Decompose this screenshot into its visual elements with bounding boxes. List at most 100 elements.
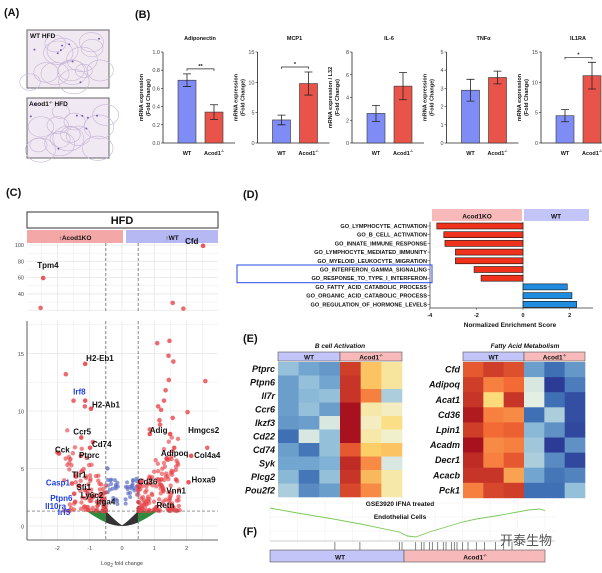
heatmap-cell	[340, 443, 361, 457]
heatmap-cell	[544, 437, 565, 453]
x-tick-label-wt: WT	[372, 151, 381, 157]
y-tick-label: 0	[440, 141, 443, 147]
nes-bar	[522, 283, 568, 291]
y-tick-label: 10	[18, 410, 24, 416]
heatmap-cell	[319, 443, 341, 457]
upper-plot-area	[27, 243, 218, 311]
rank-label-ko: Acod1-/-	[463, 553, 487, 562]
data-point-significant	[163, 388, 168, 393]
plot-title-line2: Endothelial Cells	[374, 514, 427, 521]
heatmap-cell	[278, 443, 299, 457]
data-point-significant	[161, 398, 167, 403]
header-label-wt: WT	[551, 214, 561, 221]
data-point-significant	[89, 498, 94, 504]
data-point-vnn1	[161, 488, 166, 493]
x-tick-label: -2	[474, 313, 479, 319]
y-tick-label: 2	[346, 118, 349, 124]
data-point-ptpn6	[71, 491, 77, 497]
term-label: GO_LYMPHOCYTE_ACTIVATION	[340, 224, 427, 230]
row-label-cd22: Cd22	[253, 431, 275, 441]
gene-label-tpm4: Tpm4	[37, 261, 59, 270]
data-point-p-only	[123, 497, 128, 502]
y-tick-label: 0	[346, 141, 349, 147]
heatmap-cell	[278, 456, 299, 471]
heatmap-cell	[524, 407, 545, 423]
term-label: GO_B_CELL_ACTIVATION	[357, 233, 427, 239]
gene-label-sfi1: Sfi1	[76, 483, 91, 492]
term-label: GO_RESPONSE_TO_TYPE_I_INTERFERON	[311, 276, 427, 282]
nes-bar	[455, 248, 524, 256]
label-sup: -/-	[563, 353, 567, 358]
data-point-hmgcs2	[167, 431, 173, 437]
gene-label-cck: Cck	[55, 446, 70, 455]
data-point-p-only	[115, 498, 120, 503]
error-bar	[277, 114, 286, 126]
data-point-significant	[80, 495, 85, 500]
x-axis-label: Log2 fold change	[101, 561, 143, 569]
data-point-significant	[162, 477, 167, 483]
heatmap-cell	[360, 429, 382, 444]
y-tick-label: 5	[440, 50, 443, 56]
heatmap-cell	[544, 362, 565, 378]
gene-label-vnn1: Vnn1	[166, 486, 186, 495]
heatmap-cell	[544, 482, 565, 499]
data-point-col4a4	[188, 453, 194, 459]
data-point-significant	[78, 478, 83, 484]
nucleus	[29, 115, 32, 118]
data-point-significant	[94, 507, 100, 513]
term-label: GO_FATTY_ACID_CATABOLIC_PROCESS	[315, 285, 427, 291]
term-label: GO_INNATE_IMMUNE_RESPONSE	[335, 241, 427, 247]
heatmap-cell	[381, 470, 403, 484]
heatmap-cell	[278, 429, 299, 444]
data-point-adipoq	[164, 455, 170, 461]
gene-label-h2-eb1: H2-Eb1	[86, 354, 114, 363]
error-bar	[210, 104, 218, 120]
data-point-significant	[144, 484, 149, 489]
nes-bar	[436, 222, 524, 230]
nes-bar	[480, 274, 524, 282]
watermark: 开泰生物	[500, 533, 552, 548]
heatmap-cell	[340, 470, 361, 484]
row-label-lpin1: Lpin1	[436, 425, 460, 435]
x-tick-label: 1	[153, 546, 156, 552]
data-point-significant	[67, 467, 72, 472]
row-label-il7r: Il7r	[261, 391, 275, 401]
heatmap-cell	[319, 470, 341, 484]
row-label-plcg2: Plcg2	[251, 472, 275, 482]
row-label-decr1: Decr1	[435, 455, 460, 465]
term-label: GO_ORGANIC_ACID_CATABOLIC_PROCESS	[306, 294, 427, 300]
adipocyte-outline	[25, 137, 56, 163]
bar-chart-mcp1: MCP1 mRNA expression (Fold Change) 0 5 10 15 WT…	[234, 36, 330, 157]
label-sup: -/-	[221, 149, 224, 153]
bar-chart-il-6: IL-6 mRNA expression / L32 (Fold Change) 0 2…	[328, 36, 424, 157]
y-tick-label: 60	[18, 276, 24, 282]
data-point-significant	[82, 404, 88, 409]
heatmap-cell	[278, 362, 299, 376]
adipocyte-outline	[44, 35, 66, 53]
heatmap-cell	[483, 362, 504, 378]
data-point-p-only	[111, 495, 116, 500]
data-point-significant	[161, 446, 167, 452]
data-point-significant	[169, 506, 175, 512]
header-wt	[524, 209, 589, 221]
heatmap-cell	[360, 443, 382, 457]
y-tick-label: 3	[440, 86, 443, 92]
data-point-significant	[203, 378, 208, 384]
data-point-significant	[83, 474, 89, 479]
data-point-significant	[166, 353, 171, 359]
row-label-acacb: Acacb	[432, 470, 461, 480]
adipocyte-outline	[40, 62, 70, 86]
heatmap-cell	[298, 389, 320, 403]
adipocyte-outline	[51, 104, 70, 119]
data-point-significant	[161, 499, 166, 504]
data-point-significant	[90, 439, 96, 445]
data-point-significant	[148, 476, 153, 481]
data-point-significant	[87, 473, 93, 478]
data-point-p-only	[128, 494, 133, 499]
heatmap-cell	[503, 452, 525, 468]
heatmap-cell	[463, 467, 484, 484]
row-label-ptpn6: Ptpn6	[250, 377, 276, 387]
rank-bar-ko	[403, 549, 546, 563]
